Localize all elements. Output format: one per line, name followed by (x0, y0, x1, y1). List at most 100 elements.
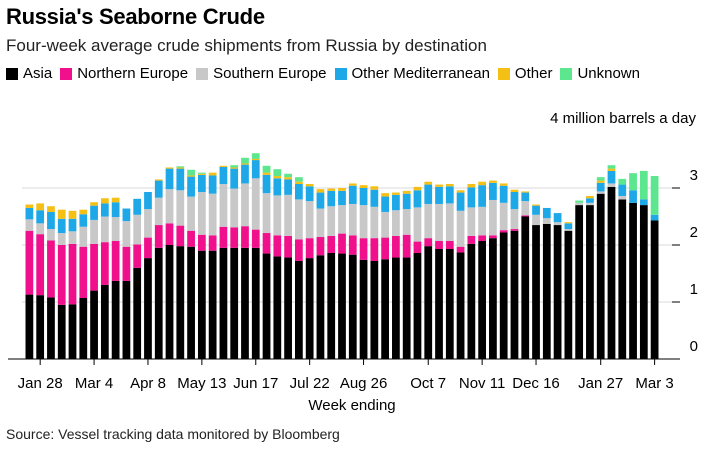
bar-segment (133, 267, 142, 359)
bar-segment (262, 172, 271, 175)
bar-segment (100, 216, 109, 243)
bar-segment (456, 192, 465, 211)
x-tick-label: Jun 17 (233, 375, 278, 392)
bar-segment (316, 237, 325, 256)
bar-segment (90, 219, 98, 244)
bar-segment (564, 223, 573, 230)
bar-segment (521, 216, 530, 359)
bar-segment (305, 258, 314, 359)
y-tick-label: 3 (690, 167, 698, 184)
bar-segment (445, 184, 454, 187)
bar-segment (197, 250, 206, 359)
bar-segment (359, 238, 368, 260)
x-tick-label: Nov 11 (459, 375, 505, 392)
bar-segment (241, 157, 249, 164)
bar-segment (25, 294, 34, 359)
bar-segment (57, 233, 66, 245)
bar-segment (392, 192, 400, 195)
bar-segment (305, 186, 314, 202)
bar-segment (596, 177, 605, 181)
bar-segment (305, 184, 314, 187)
bar-segment (154, 180, 163, 198)
bar-segment (208, 193, 217, 236)
bar-segment (402, 190, 411, 194)
bar-segment (348, 254, 357, 359)
chart-subtitle: Four-week average crude shipments from R… (6, 36, 487, 55)
bar-segment (230, 167, 239, 169)
bar-segment (478, 181, 487, 186)
bar-segment (370, 238, 379, 261)
bar-segment (187, 230, 195, 247)
bar-segment (413, 186, 422, 191)
bar-segment (197, 174, 206, 192)
bar-segment (348, 185, 357, 204)
bar-segment (532, 204, 540, 206)
bar-segment (111, 217, 120, 242)
legend-item: Unknown (560, 64, 640, 84)
bar-segment (111, 241, 120, 281)
legend-swatch (6, 68, 18, 80)
bar-segment (36, 210, 45, 224)
bar-segment (586, 205, 594, 359)
legend-item: Asia (6, 64, 52, 84)
bar-segment (36, 203, 45, 211)
bar-segment (338, 188, 346, 191)
bar-segment (618, 184, 627, 196)
bar-segment (230, 165, 239, 168)
bar-segment (230, 227, 239, 248)
bar-segment (284, 177, 292, 180)
y-axis-unit-label: 4 million barrels a day (550, 110, 696, 127)
legend-item: Southern Europe (196, 64, 327, 84)
bar-segment (596, 182, 605, 192)
bar-segment (176, 168, 185, 191)
bar-segment (165, 245, 174, 359)
bar-segment (90, 202, 98, 206)
bar-segment (47, 240, 55, 298)
bar-segment (295, 184, 303, 200)
bar-segment (90, 290, 98, 359)
x-tick-label: Jan 28 (18, 375, 63, 392)
bar-segment (284, 179, 292, 195)
legend-swatch (560, 68, 573, 80)
bar-segment (650, 176, 659, 215)
bar-segment (564, 222, 573, 224)
bar-segment (381, 237, 389, 260)
bar-segment (262, 253, 271, 359)
bar-segment (413, 241, 422, 253)
bar-segment (165, 168, 174, 190)
bar-segment (187, 176, 195, 197)
bar-segment (489, 235, 497, 239)
bar-segment (230, 247, 239, 359)
bar-segment (241, 226, 249, 248)
bar-segment (36, 234, 45, 296)
bar-segment (295, 239, 303, 261)
bar-segment (327, 188, 336, 191)
legend-label: Northern Europe (77, 65, 189, 82)
bar-segment (273, 169, 282, 177)
bar-segment (25, 207, 34, 220)
bar-segment (413, 252, 422, 359)
bar-segment (219, 165, 228, 167)
bar-segment (133, 214, 142, 245)
bar-segment (79, 246, 88, 299)
legend-item: Northern Europe (60, 64, 188, 84)
bar-segment (79, 214, 88, 227)
bar-segment (553, 222, 562, 226)
bar-segment (348, 235, 357, 255)
bar-segment (639, 205, 648, 359)
bar-segment (144, 237, 152, 259)
bar-segment (176, 190, 185, 226)
bar-segment (284, 173, 292, 178)
bar-segment (478, 185, 487, 207)
bar-segment (197, 191, 206, 235)
bar-segment (564, 230, 573, 359)
bar-segment (489, 182, 497, 200)
x-tick-label: Mar 3 (635, 375, 673, 392)
bar-segment (208, 235, 217, 251)
x-tick-label: Aug 26 (340, 375, 388, 392)
bar-segment (607, 165, 616, 169)
bar-segment (456, 252, 465, 359)
source-note: Source: Vessel tracking data monitored b… (6, 426, 340, 442)
bar-segment (607, 170, 616, 184)
legend-label: Other (514, 65, 553, 82)
